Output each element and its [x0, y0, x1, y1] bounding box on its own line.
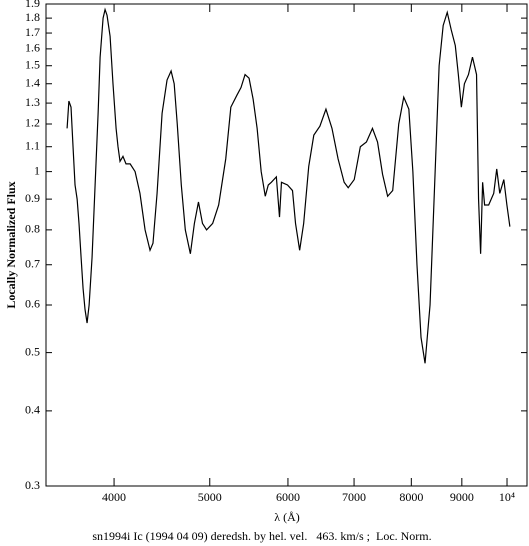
- x-tick-label: 7000: [342, 490, 366, 504]
- y-tick-label: 0.3: [25, 478, 40, 492]
- x-tick-label: 9000: [450, 490, 474, 504]
- x-tick-label: 10⁴: [499, 490, 515, 504]
- spectrum-line: [66, 7, 511, 364]
- x-tick-label: 8000: [399, 490, 423, 504]
- y-tick-label: 0.4: [25, 403, 40, 417]
- x-tick-label: 6000: [276, 490, 300, 504]
- y-tick-label: 1.3: [25, 95, 40, 109]
- y-tick-label: 1: [34, 163, 40, 177]
- y-axis-label: Locally Normalized Flux: [4, 181, 18, 308]
- y-tick-label: 1.6: [25, 41, 40, 55]
- y-tick-label: 0.7: [25, 256, 40, 270]
- y-tick-label: 1.9: [25, 0, 40, 10]
- x-tick-label: 4000: [102, 490, 126, 504]
- x-axis-label: λ (Å): [274, 510, 299, 524]
- y-tick-label: 1.7: [25, 25, 40, 39]
- y-tick-label: 1.5: [25, 57, 40, 71]
- x-tick-label: 5000: [198, 490, 222, 504]
- y-tick-label: 0.6: [25, 297, 40, 311]
- y-tick-label: 1.8: [25, 10, 40, 24]
- y-tick-label: 0.8: [25, 222, 40, 236]
- y-tick-label: 1.1: [25, 138, 40, 152]
- y-tick-label: 1.4: [25, 75, 40, 89]
- plot-frame: [45, 3, 528, 487]
- y-tick-label: 0.5: [25, 344, 40, 358]
- y-tick-label: 1.2: [25, 116, 40, 130]
- y-tick-label: 0.9: [25, 191, 40, 205]
- caption: sn1994i Ic (1994 04 09) deredsh. by hel.…: [92, 529, 431, 543]
